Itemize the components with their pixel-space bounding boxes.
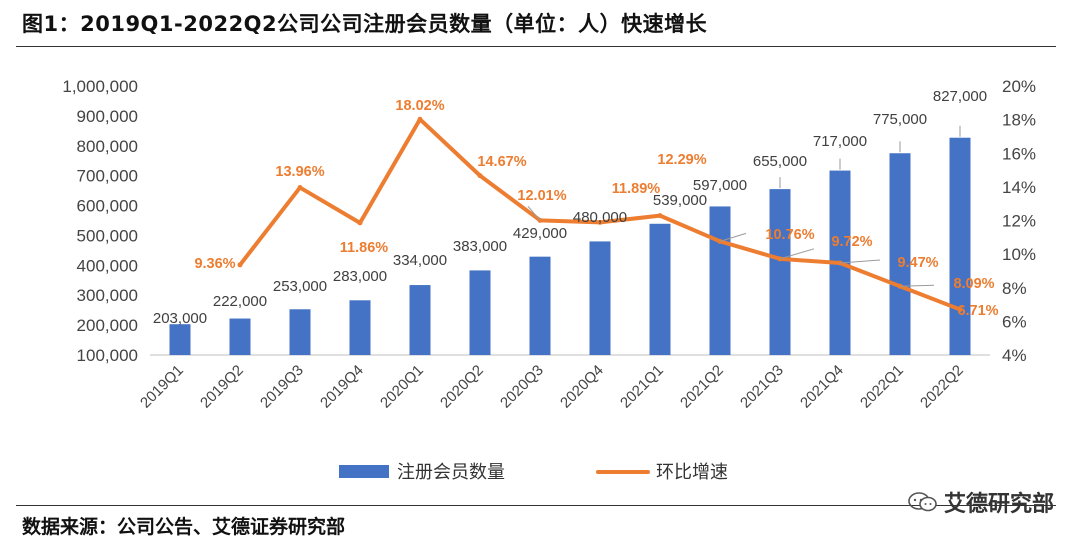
y-right-tick-label: 8% [1002, 279, 1027, 298]
bar [349, 300, 371, 355]
leader-line [527, 206, 541, 221]
watermark-text: 艾德研究部 [943, 492, 1054, 517]
leader-line [719, 232, 747, 242]
bar [589, 241, 611, 355]
leader-line [839, 259, 881, 264]
line-value-label: 10.76% [765, 227, 814, 243]
bar-value-label: 717,000 [813, 133, 867, 150]
bar-value-label: 775,000 [873, 111, 927, 128]
bar-value-label: 334,000 [393, 252, 447, 269]
bar [229, 318, 251, 355]
line-point [357, 220, 363, 226]
line-value-label: 11.86% [340, 240, 388, 256]
bar-value-label: 539,000 [653, 192, 707, 209]
x-tick-label: 2020Q1 [377, 362, 427, 412]
bar [949, 137, 971, 355]
x-tick-label: 2019Q3 [257, 362, 307, 412]
bar [649, 223, 671, 355]
y-left-tick-label: 500,000 [77, 226, 138, 245]
y-left-tick-label: 100,000 [77, 346, 138, 365]
x-tick-label: 2019Q2 [197, 362, 247, 412]
y-left-tick-label: 1,000,000 [62, 77, 138, 96]
bar [769, 189, 791, 355]
title-divider [16, 46, 1056, 47]
line-point [297, 185, 303, 191]
chat-bubble-icon [908, 492, 937, 512]
bar-value-label: 480,000 [573, 209, 627, 226]
bar-value-label: 203,000 [153, 310, 207, 327]
leader-line [779, 248, 815, 260]
legend-swatch-bar [339, 465, 389, 478]
y-right-tick-label: 16% [1002, 144, 1036, 163]
bar [469, 270, 491, 355]
leader-line [899, 284, 935, 287]
combo-chart: 100,000 200,000 300,000 400,000 500,000 600,0… [62, 77, 1036, 482]
y-right-tick-label: 20% [1002, 77, 1036, 96]
line-value-label: 12.29% [657, 152, 706, 168]
y-left-tick-label: 600,000 [77, 197, 138, 216]
bar-value-label: 429,000 [513, 225, 567, 242]
line-value-label: 14.67% [477, 154, 526, 170]
bar-value-label: 222,000 [213, 293, 267, 310]
line-point [417, 116, 423, 122]
line-value-label: 18.02% [395, 98, 444, 114]
bar-value-label: 253,000 [273, 278, 327, 295]
line-point [957, 306, 963, 312]
line-point [597, 219, 603, 225]
y-left-tick-label: 400,000 [77, 256, 138, 275]
x-tick-label: 2021Q1 [617, 362, 667, 412]
legend-label-line: 环比增速 [656, 462, 728, 482]
y-right-tick-label: 18% [1002, 111, 1036, 130]
watermark: 艾德研究部 [908, 486, 1054, 518]
source-divider [16, 505, 1056, 506]
y-left-tick-label: 700,000 [77, 167, 138, 186]
y-right-tick-label: 14% [1002, 178, 1036, 197]
y-left-tick-label: 300,000 [77, 286, 138, 305]
x-tick-label: 2019Q1 [137, 362, 187, 412]
y-left-tick-label: 900,000 [77, 107, 138, 126]
x-tick-label: 2022Q1 [857, 362, 907, 412]
legend-label-bar: 注册会员数量 [397, 462, 505, 482]
y-right-tick-label: 10% [1002, 245, 1036, 264]
line-value-label: 9.72% [831, 234, 872, 250]
line-value-label: 9.47% [897, 255, 938, 271]
line-value-label: 13.96% [275, 164, 324, 180]
source-note: 数据来源：公司公告、艾德证券研究部 [22, 516, 346, 538]
y-right-tick-label: 6% [1002, 312, 1027, 331]
bar-value-label: 597,000 [693, 177, 747, 194]
y-right-tick-label: 4% [1002, 346, 1027, 365]
bar [709, 206, 731, 355]
line-value-label: 11.89% [612, 181, 660, 197]
y-left-tick-label: 200,000 [77, 316, 138, 335]
line-value-label: 9.36% [194, 256, 235, 272]
x-tick-label: 2021Q2 [677, 362, 727, 412]
x-tick-label: 2019Q4 [317, 362, 367, 412]
line-value-label: 8.09% [953, 276, 994, 292]
x-tick-label: 2021Q3 [737, 362, 787, 412]
x-tick-label: 2021Q4 [797, 362, 847, 412]
y-left-tick-label: 800,000 [77, 137, 138, 156]
line-point [477, 173, 483, 179]
bar [409, 285, 431, 355]
bar [889, 153, 911, 355]
bar-value-label: 827,000 [933, 88, 987, 105]
bar [289, 309, 311, 355]
y-right-tick-label: 12% [1002, 212, 1036, 231]
x-tick-label: 2020Q4 [557, 362, 607, 412]
bar [169, 324, 191, 355]
chart-title: 图1：2019Q1-2022Q2公司公司注册会员数量（单位：人）快速增长 [22, 12, 708, 36]
line-point [237, 262, 243, 268]
line-value-label: 6.71% [957, 303, 998, 319]
x-tick-label: 2020Q2 [437, 362, 487, 412]
line-value-label: 12.01% [517, 188, 566, 204]
line-point [657, 213, 663, 219]
bar-value-label: 283,000 [333, 268, 387, 285]
bar-value-label: 383,000 [453, 238, 507, 255]
x-tick-label: 2022Q2 [917, 362, 967, 412]
bar [529, 256, 551, 355]
bar-value-label: 655,000 [753, 153, 807, 170]
x-tick-label: 2020Q3 [497, 362, 547, 412]
